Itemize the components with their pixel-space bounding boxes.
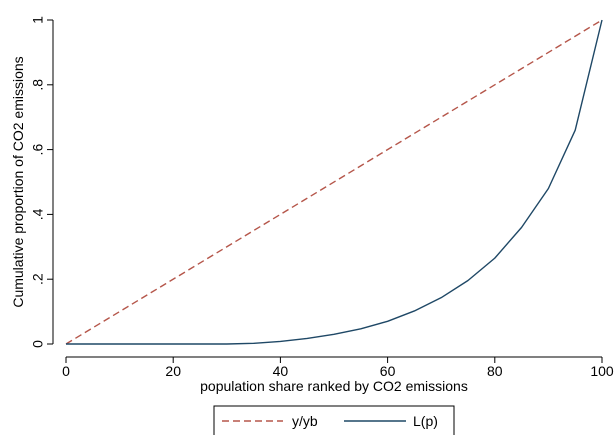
x-tick-label: 60 [380,363,396,379]
x-tick-label: 0 [62,363,70,379]
legend-box [213,405,455,435]
y-tick-label: .4 [30,208,46,220]
axes: 0 .2 .4 .6 .8 1 0 20 40 60 80 100 [30,16,614,379]
legend-items: y/yb L(p) [222,413,438,429]
x-tick-label: 20 [165,363,181,379]
legend-label-0: y/yb [292,413,318,429]
series-layer [65,19,603,345]
y-tick-label: .6 [30,144,46,156]
y-axis-title: Cumulative proportion of CO2 emissions [10,56,26,307]
series-line-0 [65,19,603,345]
x-tick-label: 100 [590,363,614,379]
x-axis-title: population share ranked by CO2 emissions [200,378,468,394]
y-ticks: 0 .2 .4 .6 .8 1 [30,16,53,348]
y-tick-label: .2 [30,273,46,285]
x-tick-label: 80 [487,363,503,379]
x-ticks: 0 20 40 60 80 100 [62,357,614,379]
x-tick-label: 40 [273,363,289,379]
series-line-1 [66,19,603,345]
legend-label-1: L(p) [413,413,438,429]
legend: y/yb L(p) [213,405,455,435]
y-tick-label: .8 [30,79,46,91]
y-tick-label: 1 [30,16,46,24]
y-tick-label: 0 [30,340,46,348]
